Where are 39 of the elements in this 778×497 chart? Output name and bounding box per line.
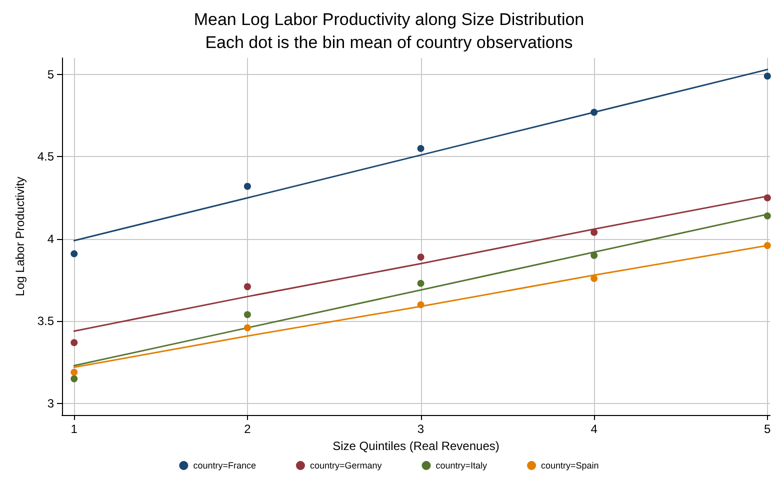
point: [417, 280, 424, 287]
y-tick-label: 4.5: [37, 150, 54, 164]
y-tick-label: 4: [47, 232, 54, 246]
y-tick-label: 3.5: [37, 314, 54, 328]
point: [764, 72, 771, 80]
point: [590, 252, 598, 259]
point: [70, 339, 78, 346]
x-tick-label: 2: [244, 422, 252, 436]
x-tick-label: 4: [590, 422, 598, 436]
point: [70, 250, 78, 258]
x-tick-label: 5: [764, 422, 772, 436]
point: [764, 212, 771, 220]
y-axis-title: Log Labor Productivity: [13, 176, 27, 296]
chart-title: Mean Log Labor Productivity along Size Distribution: [194, 10, 584, 29]
y-tick-label: 3: [47, 396, 54, 410]
point: [764, 194, 771, 202]
point: [244, 283, 251, 290]
point: [244, 311, 251, 318]
legend-label: country=France: [193, 460, 256, 470]
point: [417, 254, 424, 261]
x-axis-title: Size Quintiles (Real Revenues): [332, 438, 500, 453]
legend-label: country=Germany: [310, 460, 382, 470]
chart-subtitle: Each dot is the bin mean of country observations: [205, 33, 573, 52]
point: [244, 182, 251, 190]
legend-label: country=Italy: [436, 460, 488, 470]
line-series: [73, 68, 768, 242]
legend-label: country=Spain: [541, 460, 599, 470]
point: [590, 228, 598, 236]
point: [70, 368, 78, 376]
y-tick-label: 5: [47, 67, 54, 82]
x-tick-label: 1: [70, 422, 78, 436]
point: [590, 274, 598, 282]
point: [590, 108, 598, 116]
x-tick-label: 3: [417, 422, 424, 436]
point: [764, 242, 771, 250]
point: [417, 301, 424, 308]
point: [70, 375, 78, 382]
point: [417, 144, 424, 152]
point: [244, 324, 251, 332]
